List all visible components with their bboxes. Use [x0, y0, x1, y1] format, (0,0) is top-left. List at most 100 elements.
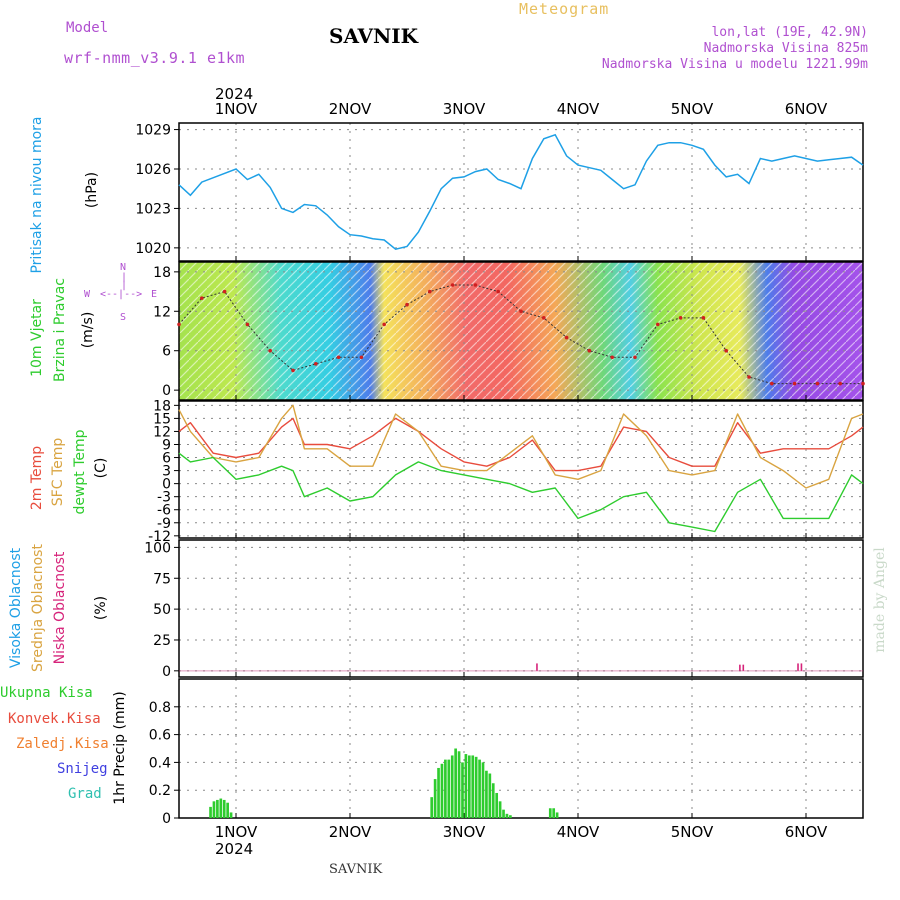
compass-n: N — [120, 262, 127, 273]
precip-bar — [461, 762, 464, 818]
wind-speed-point — [428, 289, 432, 294]
wind-speed-point — [382, 322, 387, 327]
wind-speed-point — [656, 322, 660, 327]
wind-speed-point — [770, 381, 774, 386]
precip-bar — [509, 815, 512, 818]
wind-speed-point — [542, 316, 546, 320]
date-label-top: 6NOV — [785, 100, 828, 118]
precip-bar — [219, 798, 223, 818]
precip-bar — [548, 808, 552, 818]
legend-snijeg: Snijeg — [57, 761, 108, 777]
date-label-bottom: 3NOV — [443, 823, 486, 841]
y-tick-label: 75 — [153, 571, 171, 587]
y-tick-label: 0 — [162, 383, 171, 399]
y-tick-label: 0.8 — [149, 700, 171, 716]
wind-speed-point — [245, 322, 250, 327]
compass-icon: W E N S <--|--> | | — [84, 262, 160, 324]
y-tick-label: -9 — [157, 516, 171, 532]
wind-speed-point — [314, 362, 318, 366]
wind-speed-point — [587, 348, 592, 353]
wind-speed-point — [405, 302, 409, 307]
precip-bar — [222, 799, 226, 818]
wind-speed-point — [473, 283, 478, 287]
y-tick-label: -12 — [148, 529, 171, 545]
cloud-bar — [800, 663, 803, 671]
precip-bar — [444, 759, 447, 818]
y-tick-label: 0.6 — [149, 728, 171, 744]
precip-bar — [430, 797, 434, 818]
compass-arrows-icon: <--|--> — [100, 289, 143, 300]
date-label-top: 2NOV — [329, 100, 372, 118]
wind-speed-point — [815, 381, 820, 386]
sfc-temp-series-line — [178, 404, 864, 489]
wind-speed-point — [678, 316, 683, 320]
precip-bar — [464, 754, 468, 818]
wind-speed-point — [450, 283, 455, 287]
wind-speed-point — [633, 355, 637, 360]
panel-frame — [178, 539, 864, 678]
y-tick-label: 1023 — [135, 201, 171, 217]
model-label: Model — [66, 20, 109, 36]
precip-bar — [437, 767, 440, 818]
y-tick-label: 100 — [144, 540, 171, 556]
precip-bar — [478, 759, 481, 818]
y-tick-label: 18 — [153, 265, 171, 281]
lonlat-label: lon,lat (19E, 42.9N) — [711, 25, 868, 40]
precip-bar — [433, 779, 437, 818]
precip-bar — [440, 763, 444, 818]
precip-bar — [450, 755, 454, 818]
elevation-label: Nadmorska Visina 825m — [703, 41, 868, 56]
wind-speed-point — [359, 355, 364, 360]
y-tick-label: -6 — [157, 503, 171, 519]
precip-bar — [502, 809, 505, 818]
wind-speed-point — [496, 289, 501, 294]
y-tick-label: 1020 — [135, 241, 171, 257]
dewpt-series-line — [178, 452, 864, 533]
pressure-series-line — [178, 133, 864, 251]
precip-bar — [552, 808, 556, 818]
y-tick-label: 12 — [153, 424, 171, 440]
y-tick-label: 0.4 — [149, 755, 171, 771]
precip-bar — [505, 813, 509, 818]
compass-w: W — [84, 289, 91, 300]
y-tick-label: 0 — [162, 664, 171, 680]
wind-speed-point — [747, 375, 751, 379]
legend-ukupna: Ukupna Kisa — [0, 685, 93, 701]
y-tick-label: 0 — [162, 811, 171, 827]
y-tick-label: 3 — [162, 464, 171, 480]
compass-s: S — [120, 312, 127, 323]
wind-barbs-overlay — [179, 262, 863, 400]
panel-frame — [178, 400, 864, 539]
date-label-top: 1NOV — [215, 100, 258, 118]
y-tick-label: 0 — [162, 477, 171, 493]
wind-speed-point — [861, 381, 865, 386]
date-label-bottom: 1NOV — [215, 823, 258, 841]
y-tick-label: 9 — [162, 437, 171, 453]
y-tick-label: -3 — [157, 490, 171, 506]
precip-bar — [491, 783, 495, 818]
wind-speed-point — [701, 316, 706, 320]
panel-frame — [178, 122, 864, 262]
y-tick-label: 15 — [153, 411, 171, 427]
precip-bar — [498, 801, 502, 818]
precip-bar — [485, 770, 488, 818]
cloud-bar — [797, 663, 799, 671]
precip-bar — [447, 759, 451, 818]
cloud-bar — [742, 664, 745, 671]
precip-bar — [488, 773, 492, 818]
footer-label: SAVNIK — [329, 862, 383, 877]
y-tick-label: 0.2 — [149, 783, 171, 799]
precip-bar — [209, 806, 212, 818]
precip-bar — [226, 802, 229, 818]
wind-speed-point — [222, 289, 227, 294]
wind-speed-point — [268, 348, 273, 353]
wind-speed-point — [724, 348, 728, 353]
panel-frame — [178, 678, 864, 819]
precip-bar — [474, 756, 478, 818]
wind-speed-point — [336, 355, 341, 360]
precip-bar — [229, 812, 233, 818]
y-tick-label: 50 — [153, 602, 171, 618]
model-elevation-label: Nadmorska Visina u modelu 1221.99m — [601, 57, 868, 72]
date-label-bottom: 4NOV — [557, 823, 600, 841]
